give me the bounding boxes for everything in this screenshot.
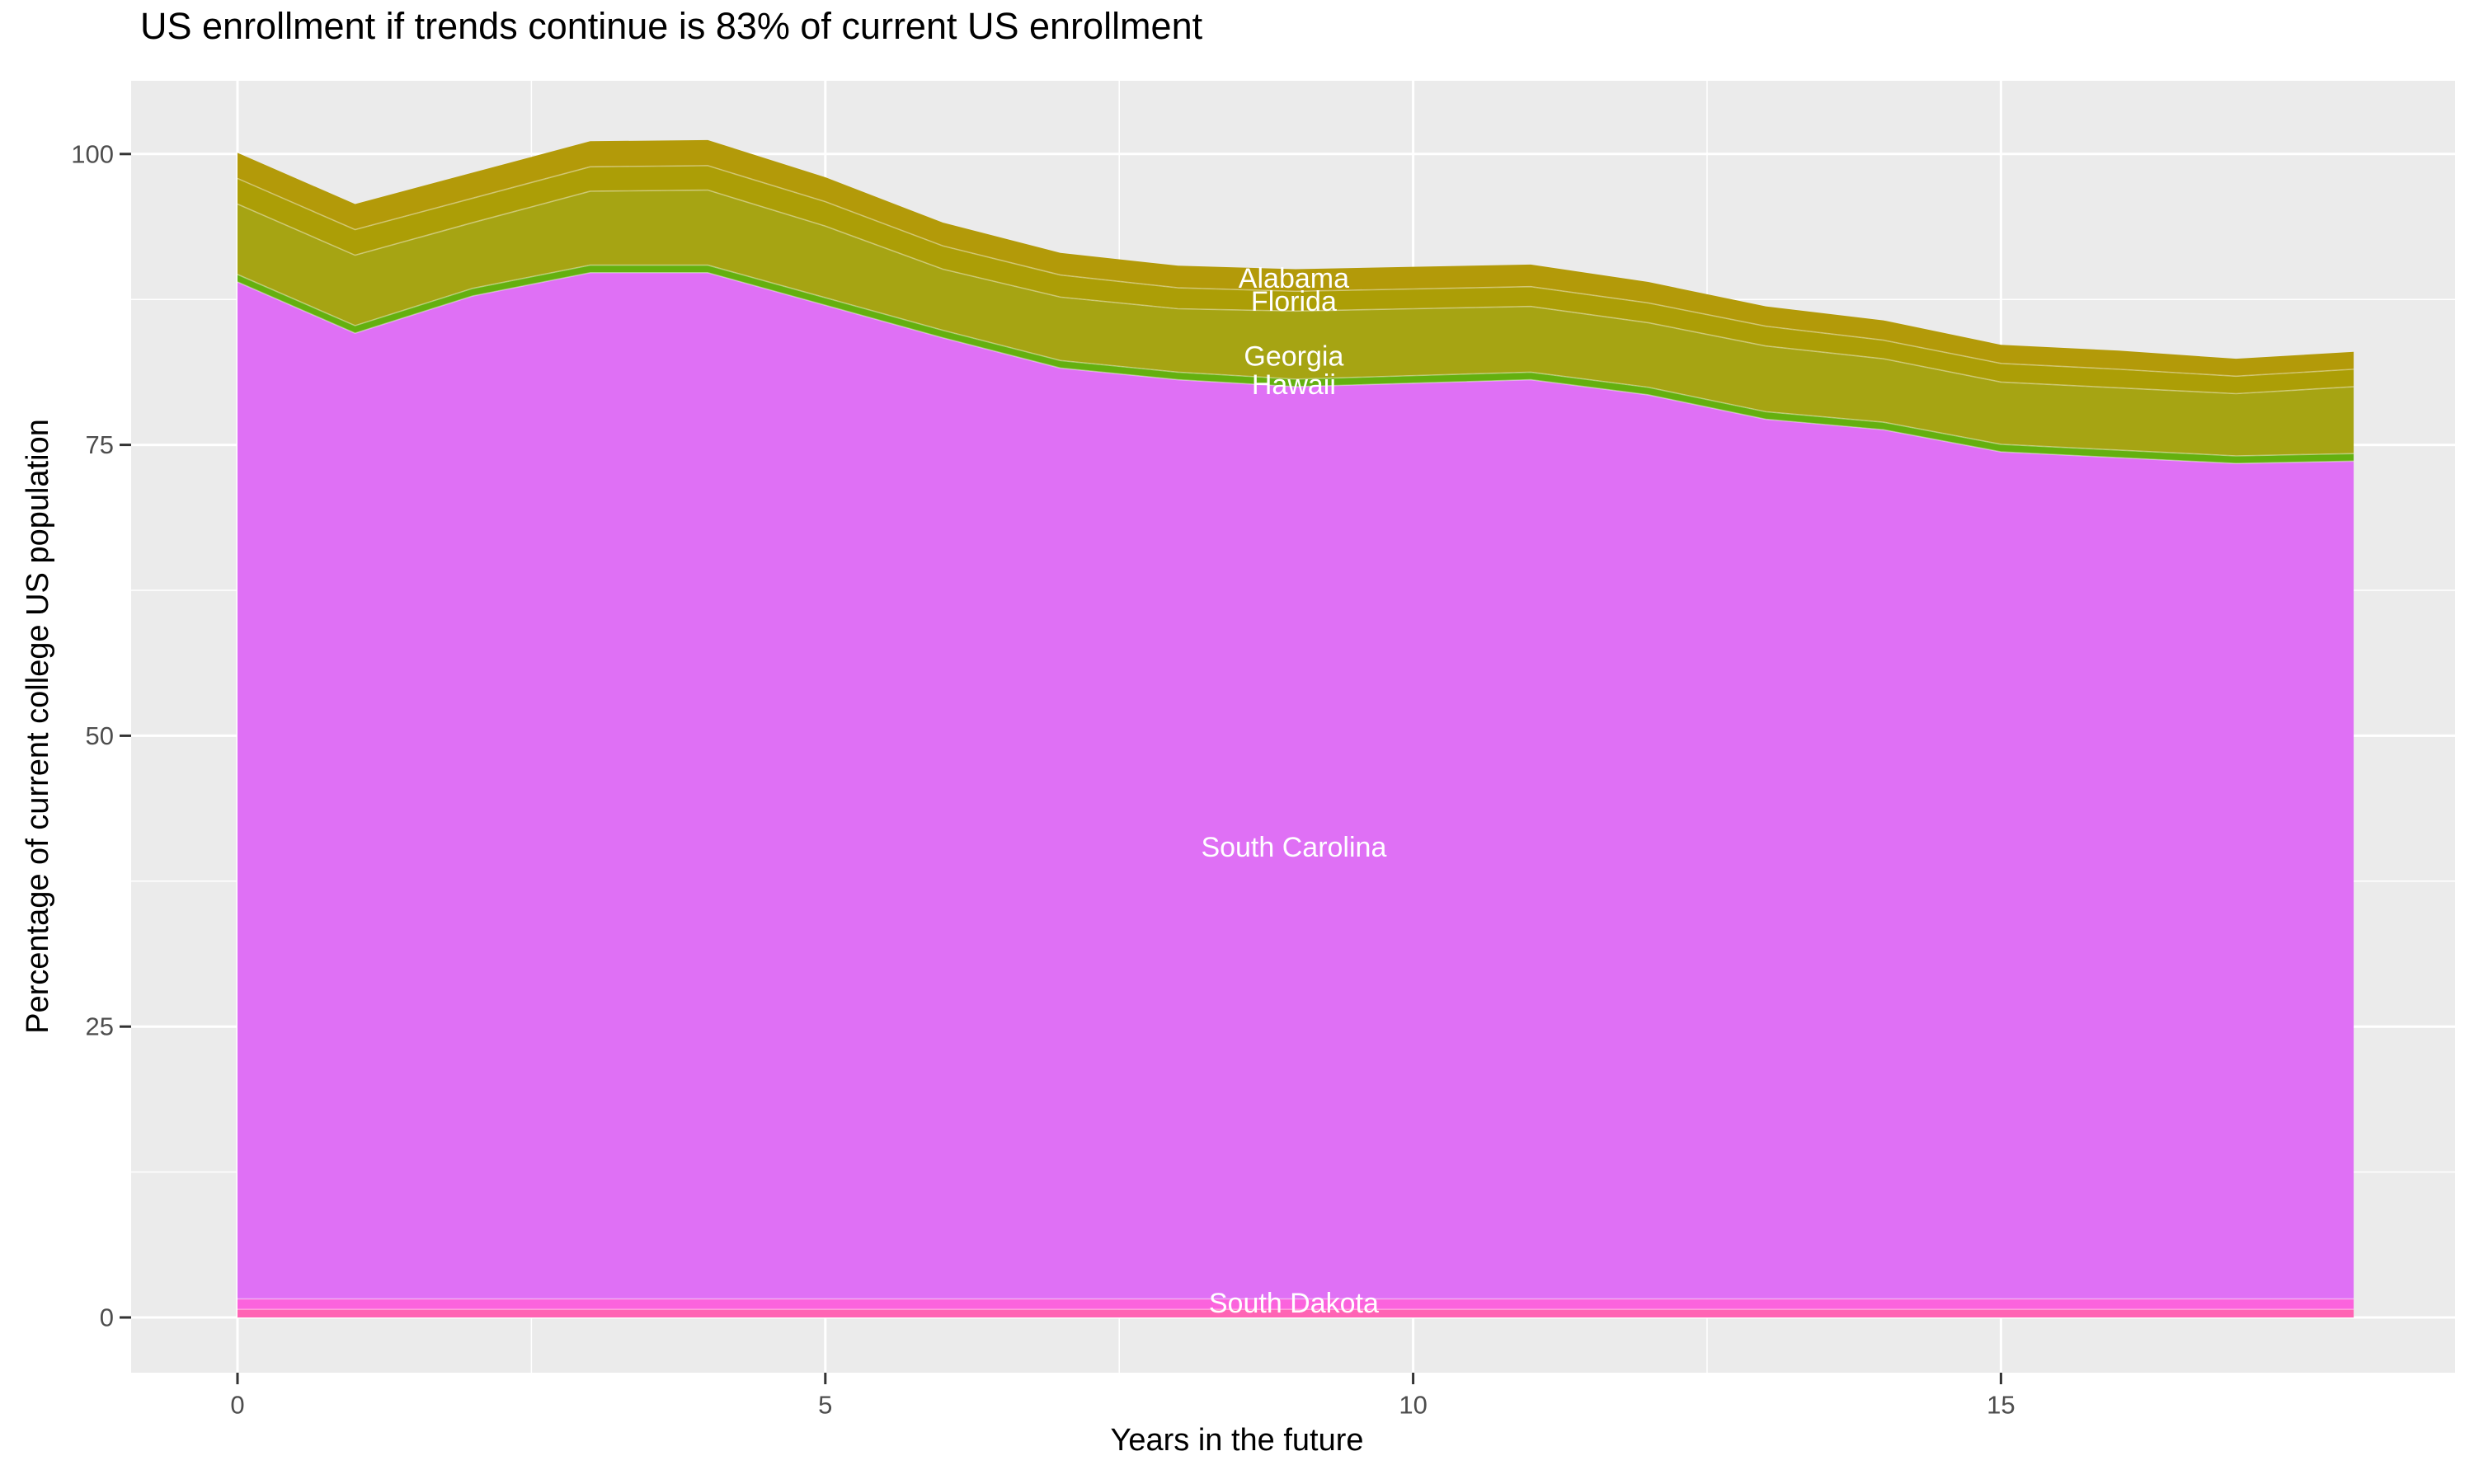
area-south-carolina	[238, 272, 2354, 1299]
area-label-south-carolina: South Carolina	[1201, 832, 1386, 863]
area-georgia	[238, 190, 2354, 457]
x-tick-label: 0	[230, 1390, 244, 1419]
y-tick-label: 50	[86, 721, 114, 750]
area-south-dakota	[238, 1298, 2354, 1310]
y-tick-label: 25	[86, 1012, 114, 1041]
area-label-hawaii: Hawaii	[1252, 369, 1336, 401]
area-florida	[238, 165, 2354, 394]
band-seam	[237, 189, 2354, 395]
band-seam	[237, 264, 2354, 457]
area-label-florida: Florida	[1251, 286, 1337, 317]
x-axis-title: Years in the future	[1110, 1423, 1364, 1458]
x-tick-label: 5	[818, 1390, 832, 1419]
area-label-south-dakota: South Dakota	[1209, 1288, 1379, 1319]
y-tick-label: 0	[100, 1303, 114, 1332]
x-tick-label: 10	[1399, 1390, 1427, 1419]
area-label-georgia: Georgia	[1244, 340, 1343, 372]
y-axis-title: Percentage of current college US populat…	[21, 419, 55, 1034]
area-alabama	[238, 139, 2354, 377]
y-tick-label: 75	[86, 430, 114, 459]
area-label-alabama: Alabama	[1239, 263, 1349, 294]
x-tick-label: 15	[1987, 1390, 2015, 1419]
band-seam	[237, 271, 2354, 464]
area-unlabeled	[238, 1309, 2354, 1317]
band-seam	[237, 165, 2354, 378]
y-tick-label: 100	[71, 139, 114, 168]
chart-title: US enrollment if trends continue is 83% …	[140, 5, 1203, 47]
